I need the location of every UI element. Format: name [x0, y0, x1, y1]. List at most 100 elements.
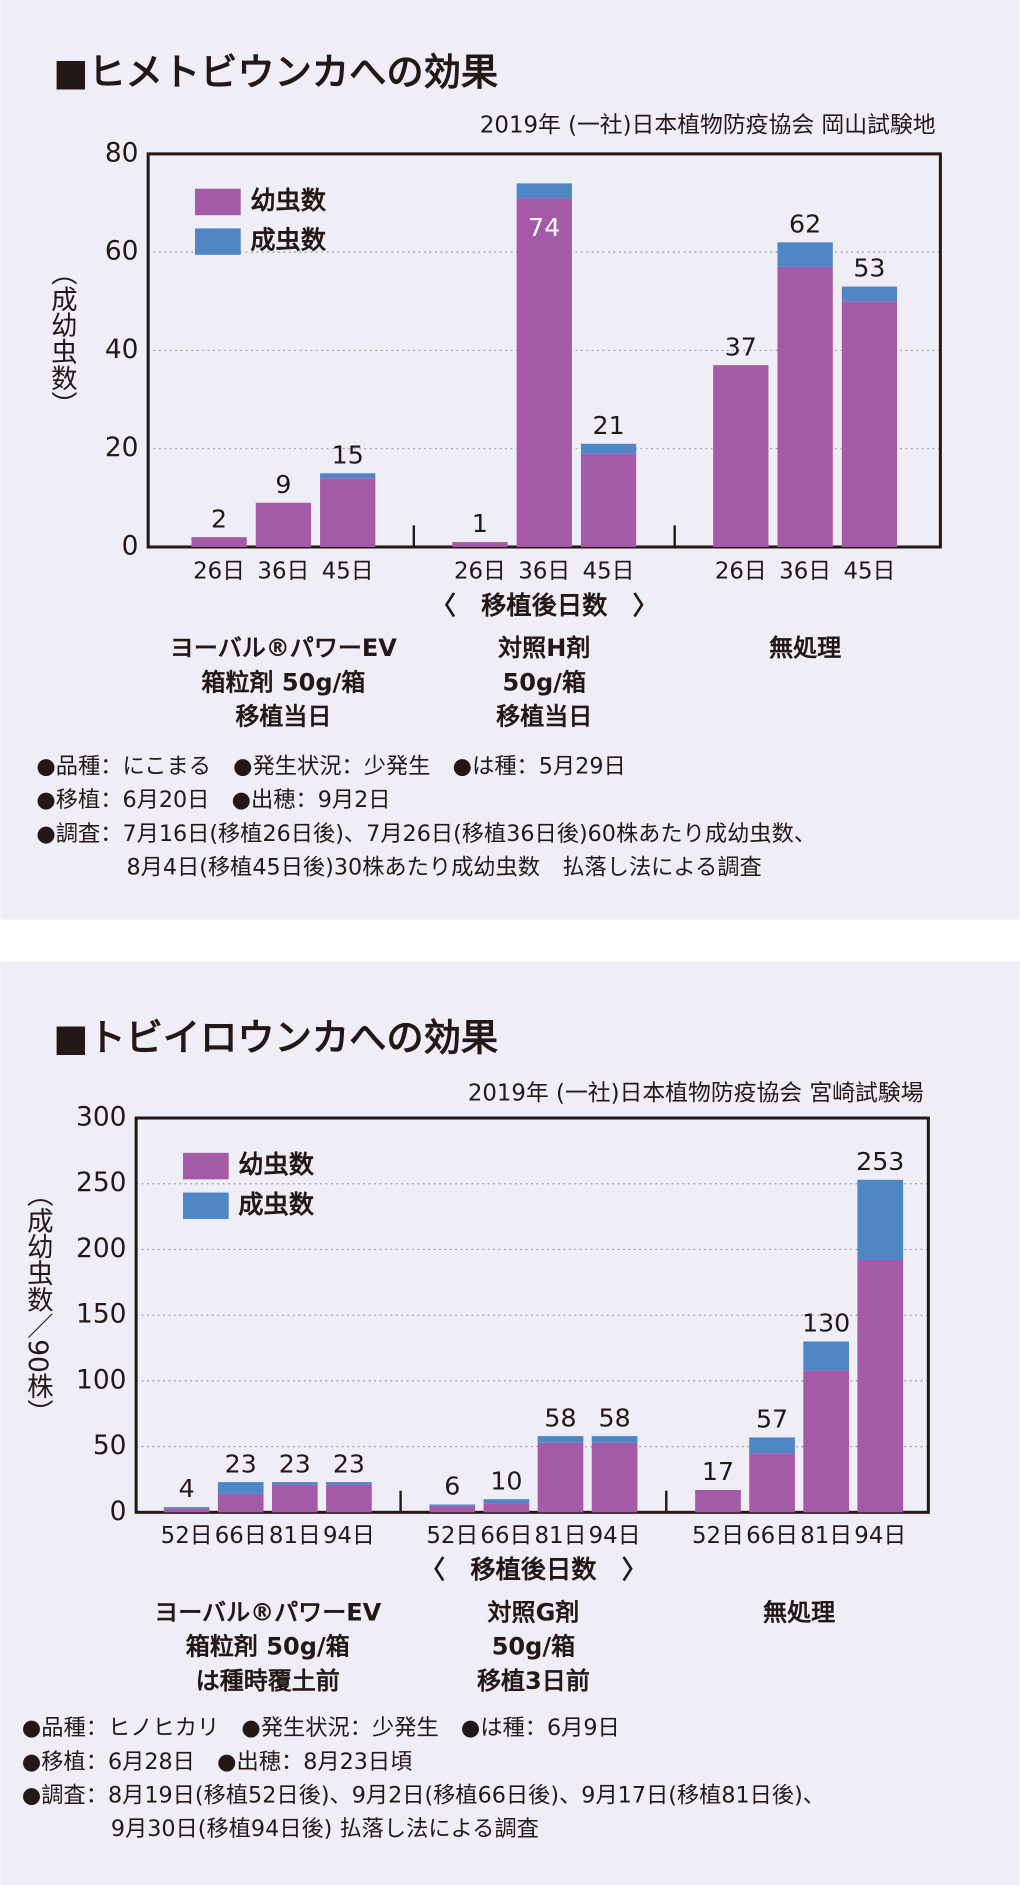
group-label: 50g/箱: [492, 1633, 575, 1661]
x-tick-label: 36日: [779, 559, 831, 585]
x-axis-label: 〈 移植後日数 〉: [420, 1555, 647, 1584]
bar-segment: [591, 1436, 638, 1443]
x-tick-label: 66日: [215, 1523, 267, 1549]
bar-segment: [271, 1484, 318, 1513]
bar-segment: [695, 1489, 741, 1513]
bar-segment: [713, 365, 769, 547]
x-tick-label: 66日: [746, 1523, 798, 1549]
x-tick-label: 45日: [322, 559, 374, 585]
group-label: 50g/箱: [503, 668, 586, 696]
x-tick-label: 26日: [193, 559, 245, 585]
value-label: 1: [472, 509, 488, 538]
chart-title: ■トビイロウンカへの効果: [53, 1015, 499, 1059]
x-axis-label: 〈 移植後日数 〉: [431, 591, 658, 620]
bar-segment: [516, 198, 572, 547]
y-tick-label: 0: [122, 530, 139, 561]
legend-swatch: [183, 1192, 229, 1219]
value-label: 23: [279, 1449, 311, 1478]
x-tick-label: 26日: [715, 559, 767, 585]
bar-segment: [777, 266, 833, 547]
bar-segment: [580, 443, 637, 454]
x-tick-label: 36日: [257, 559, 309, 585]
value-label: 2: [211, 504, 227, 533]
bar-segment: [591, 1442, 638, 1513]
group-label: ヨーバル®パワーEV: [154, 1598, 381, 1626]
note: ●移植：6月20日 ●出穂：9月2日: [36, 787, 390, 813]
bar-segment: [483, 1503, 530, 1513]
x-tick-label: 26日: [454, 559, 506, 585]
y-tick-label: 0: [110, 1496, 127, 1527]
bar-segment: [429, 1504, 476, 1506]
value-label: 53: [853, 254, 885, 283]
x-tick-label: 66日: [480, 1523, 532, 1549]
value-label: 23: [333, 1449, 365, 1478]
x-tick-label: 52日: [426, 1523, 478, 1549]
note: ●調査：8月19日(移植52日後)、9月2日(移植66日後)、9月17日(移植8…: [22, 1783, 825, 1809]
y-tick-label: 150: [76, 1299, 126, 1330]
bar-segment: [777, 242, 833, 267]
bar-segment: [841, 301, 898, 547]
value-label: 253: [856, 1147, 904, 1176]
bar-segment: [803, 1341, 850, 1371]
bar-segment: [326, 1482, 372, 1485]
group-label: 無処理: [769, 634, 841, 662]
x-tick-label: 45日: [583, 559, 635, 585]
value-label: 4: [179, 1474, 195, 1503]
x-tick-label: 52日: [161, 1523, 213, 1549]
bar-segment: [163, 1507, 210, 1509]
y-tick-label: 20: [105, 432, 139, 463]
x-tick-label: 94日: [854, 1523, 906, 1549]
panel-bg: [0, 961, 1020, 1885]
x-tick-label: 81日: [800, 1523, 852, 1549]
group-label: 箱粒剤 50g/箱: [201, 668, 365, 696]
value-label: 62: [789, 209, 821, 238]
x-tick-label: 81日: [535, 1523, 587, 1549]
bar-segment: [255, 502, 312, 547]
value-label: 6: [444, 1472, 460, 1501]
value-label: 37: [725, 332, 757, 361]
bar-segment: [516, 183, 572, 199]
subtitle: 2019年 (一社)日本植物防疫協会 宮崎試験場: [468, 1080, 924, 1106]
value-label: 10: [490, 1466, 522, 1495]
group-label: ヨーバル®パワーEV: [170, 634, 397, 662]
subtitle: 2019年 (一社)日本植物防疫協会 岡山試験地: [480, 113, 936, 139]
bar-segment: [483, 1499, 530, 1504]
value-label: 9: [275, 470, 291, 499]
group-label: 移植3日前: [477, 1667, 590, 1695]
bar-segment: [320, 473, 376, 479]
bar-segment: [163, 1508, 210, 1513]
group-label: 対照H剤: [498, 634, 590, 662]
legend-label: 成虫数: [250, 226, 326, 255]
y-tick-label: 60: [105, 236, 139, 267]
group-label: は種時覆土前: [196, 1667, 340, 1695]
bar-segment: [537, 1442, 584, 1513]
y-tick-label: 300: [76, 1102, 126, 1133]
note: ●調査：7月16日(移植26日後)、7月26日(移植36日後)60株あたり成幼虫…: [36, 821, 816, 847]
legend-swatch: [195, 228, 241, 255]
y-tick-label: 80: [105, 137, 139, 168]
bar-segment: [271, 1482, 318, 1485]
bar-segment: [326, 1484, 372, 1513]
x-tick-label: 36日: [518, 559, 570, 585]
legend-label: 幼虫数: [250, 186, 326, 215]
bar-segment: [537, 1436, 584, 1443]
note: ●品種：にこまる ●発生状況：少発生 ●は種：5月29日: [36, 753, 625, 779]
plot-frame: [146, 152, 942, 549]
legend-label: 幼虫数: [238, 1150, 314, 1179]
group-label: 移植当日: [235, 703, 331, 731]
bar-segment: [217, 1482, 264, 1494]
legend-label: 成虫数: [238, 1190, 314, 1219]
bar-segment: [452, 542, 508, 547]
value-label: 58: [599, 1403, 631, 1432]
bar-segment: [217, 1493, 264, 1513]
y-axis-label: （成幼虫数）: [46, 259, 77, 418]
group-label: 箱粒剤 50g/箱: [186, 1633, 350, 1661]
group-label: 移植当日: [496, 703, 592, 731]
bar-segment: [749, 1453, 795, 1513]
value-label: 130: [802, 1309, 850, 1338]
bar-segment: [857, 1179, 904, 1260]
value-label: 21: [593, 411, 625, 440]
y-tick-label: 40: [105, 334, 139, 365]
